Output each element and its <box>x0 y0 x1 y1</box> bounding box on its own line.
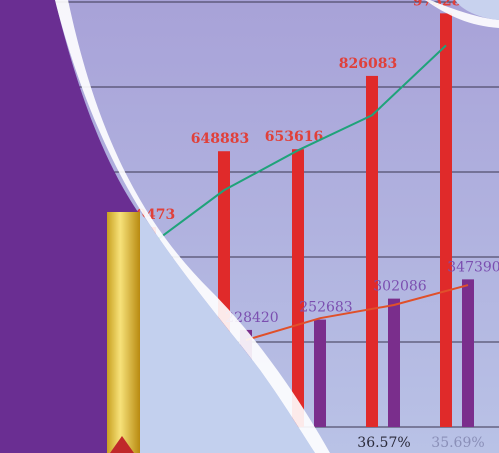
x-tick-label: 36.57% <box>357 435 410 451</box>
trend-line <box>149 44 447 246</box>
data-label: 826083 <box>339 56 397 72</box>
bar <box>366 75 378 427</box>
trend-line <box>245 284 469 342</box>
curl-corner-back <box>455 0 499 20</box>
data-label: 653616 <box>265 129 323 145</box>
data-label: 252683 <box>299 300 352 316</box>
data-label: 302086 <box>373 279 427 295</box>
bar <box>292 149 304 427</box>
curl-corner <box>425 0 499 28</box>
bar <box>388 298 400 427</box>
bar <box>314 319 326 427</box>
data-label: 347390 <box>447 259 499 275</box>
x-tick-label: 35.69% <box>431 435 484 451</box>
marker <box>110 436 134 453</box>
curl-edge <box>55 0 330 453</box>
bar <box>462 279 474 427</box>
data-label: 648883 <box>191 131 249 147</box>
yellow-strip <box>107 212 140 453</box>
left-panel <box>0 0 140 453</box>
data-label: 973286 <box>413 0 471 9</box>
curl-back <box>140 212 315 453</box>
bar <box>440 13 452 427</box>
